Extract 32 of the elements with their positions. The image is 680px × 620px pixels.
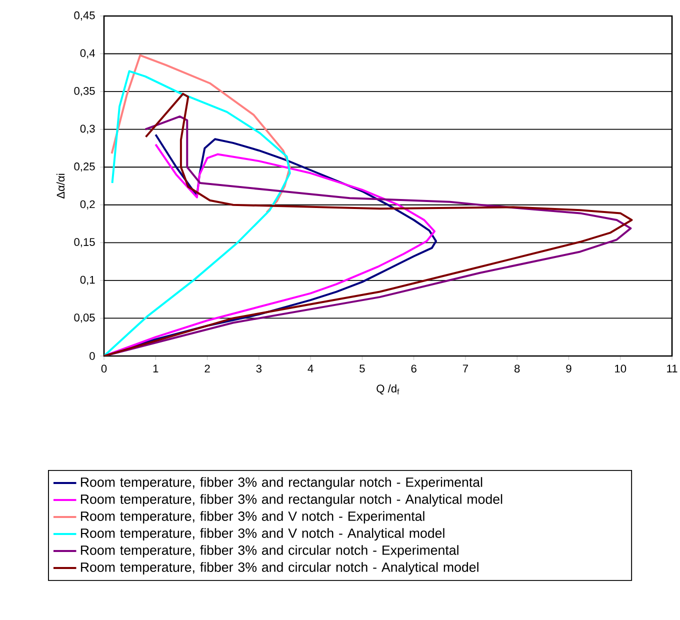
y-tick-label: 0,15 <box>74 238 95 248</box>
y-tick-label: 0,45 <box>74 11 95 21</box>
x-tick-label: 8 <box>514 364 520 373</box>
legend-label: Room temperature, fibber 3% and rectangular notch - Analytical model <box>80 494 502 507</box>
x-tick-label: 4 <box>308 364 314 372</box>
x-tick-label: 1 <box>153 364 158 372</box>
legend-label: Room temperature, fibber 3% and circular notch - Experimental <box>80 545 458 558</box>
y-tick-label: 0,2 <box>80 200 95 210</box>
y-tick-label: 0,4 <box>80 49 95 58</box>
y-tick-label: 0 <box>90 352 95 360</box>
y-axis-title: Δα/αi <box>56 174 65 199</box>
line-series <box>104 70 291 356</box>
x-tick-label: 3 <box>256 364 262 373</box>
y-tick-label: 0,3 <box>80 124 95 134</box>
x-tick-label: 10 <box>615 364 626 373</box>
x-tick-label: 2 <box>204 364 210 372</box>
x-tick-label: 7 <box>462 364 468 372</box>
y-tick-label: 0,1 <box>80 276 95 286</box>
y-tick-label: 0,35 <box>74 86 95 96</box>
x-tick-label: 0 <box>101 364 107 373</box>
x-tick-label: 11 <box>667 364 678 372</box>
legend-label: Room temperature, fibber 3% and rectangular notch - Experimental <box>80 477 482 490</box>
x-tick-label: 5 <box>360 364 365 372</box>
y-tick-label: 0,05 <box>74 314 95 323</box>
line-series <box>110 54 291 214</box>
legend-label: Room temperature, fibber 3% and circular notch - Analytical model <box>80 562 478 575</box>
x-tick-label: 9 <box>566 364 572 373</box>
legend-label: Room temperature, fibber 3% and V notch - Analytical model <box>80 528 444 541</box>
legend-label: Room temperature, fibber 3% and V notch - Experimental <box>80 511 424 524</box>
y-tick-label: 0,25 <box>74 162 95 172</box>
x-tick-label: 6 <box>411 364 416 373</box>
x-axis-title: Q /d$_{f}$ <box>376 384 400 394</box>
